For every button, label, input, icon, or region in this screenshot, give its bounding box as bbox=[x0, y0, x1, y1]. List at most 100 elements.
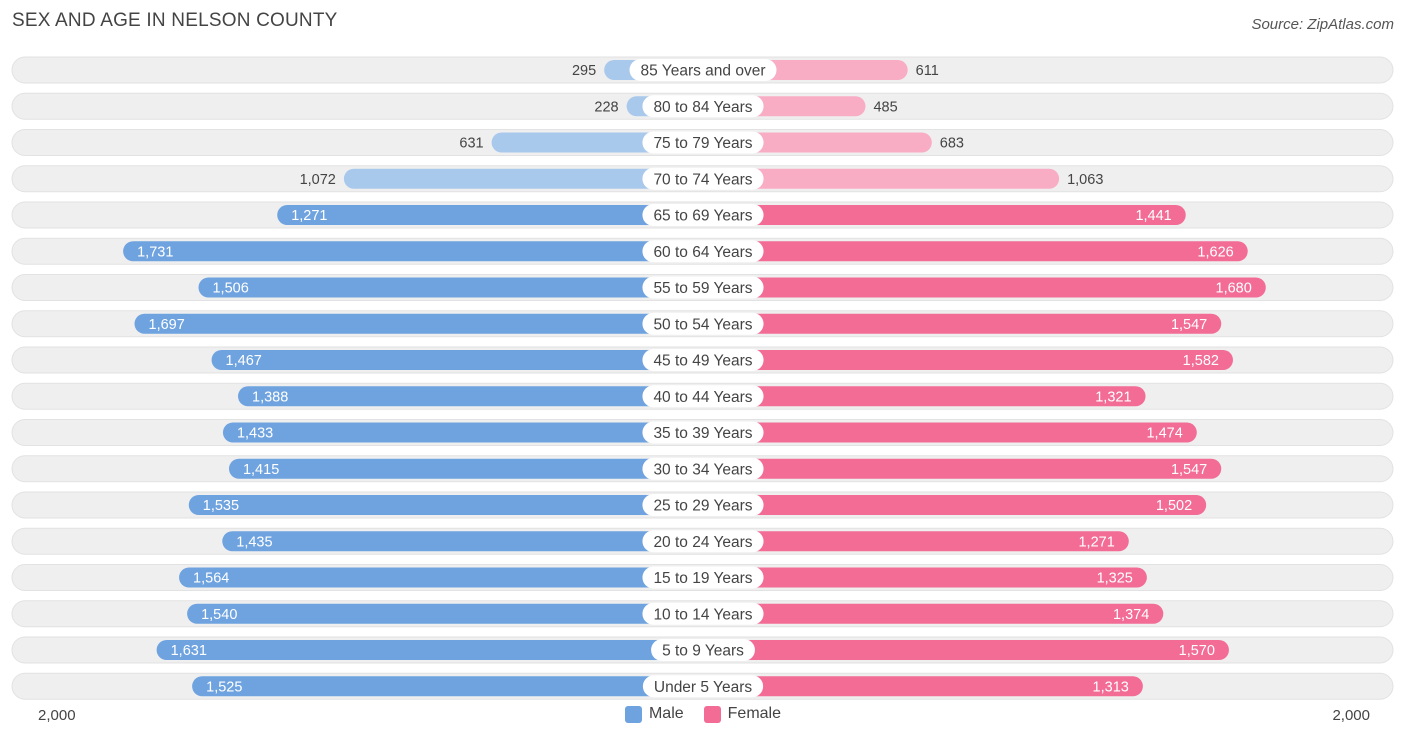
category-label-pill bbox=[642, 131, 764, 154]
male-value-label: 1,564 bbox=[193, 571, 229, 587]
male-bar bbox=[123, 241, 704, 262]
female-value-label: 1,502 bbox=[1156, 498, 1192, 514]
population-pyramid-chart: 85 Years and over 295 611 80 to 84 Years 228… bbox=[11, 56, 1394, 700]
male-value-label: 295 bbox=[572, 63, 596, 79]
category-label-pill bbox=[642, 167, 764, 190]
female-bar bbox=[703, 495, 1207, 515]
female-value-label: 683 bbox=[940, 136, 964, 152]
category-label: 20 to 24 Years bbox=[653, 534, 752, 551]
male-value-label: 1,506 bbox=[212, 281, 248, 297]
category-label-pill bbox=[629, 59, 777, 81]
male-bar bbox=[222, 422, 703, 443]
male-bar bbox=[187, 603, 704, 624]
male-swatch-icon bbox=[624, 705, 642, 723]
category-label-pill bbox=[642, 566, 764, 589]
source-credit: Source: ZipAtlas.com bbox=[1251, 16, 1394, 33]
male-bar bbox=[179, 567, 703, 588]
male-bar bbox=[222, 531, 703, 552]
male-value-label: 1,540 bbox=[201, 607, 237, 623]
male-value-label: 1,072 bbox=[300, 172, 336, 188]
chart-title: SEX AND AGE IN NELSON COUNTY bbox=[12, 10, 338, 31]
category-label: 65 to 69 Years bbox=[653, 208, 752, 225]
female-bar bbox=[703, 277, 1266, 298]
axis-label-right: 2,000 bbox=[1332, 707, 1370, 724]
male-value-label: 1,435 bbox=[236, 534, 272, 550]
female-value-label: 611 bbox=[916, 63, 939, 79]
category-label-pill bbox=[642, 204, 764, 226]
female-value-label: 1,441 bbox=[1135, 208, 1171, 224]
category-label: 60 to 64 Years bbox=[653, 244, 752, 261]
legend-male-label: Male bbox=[648, 705, 684, 722]
female-value-label: 485 bbox=[873, 99, 897, 115]
legend-item-female[interactable]: Female bbox=[703, 705, 782, 723]
male-bar bbox=[156, 640, 704, 660]
axis-label-left: 2,000 bbox=[38, 707, 76, 724]
male-value-label: 1,525 bbox=[206, 679, 242, 695]
category-label: 5 to 9 Years bbox=[662, 643, 744, 660]
female-bar bbox=[703, 458, 1222, 479]
category-label-pill bbox=[642, 276, 764, 299]
male-bar bbox=[198, 277, 704, 298]
male-value-label: 1,467 bbox=[226, 353, 262, 369]
female-value-label: 1,547 bbox=[1171, 317, 1207, 333]
female-value-label: 1,582 bbox=[1183, 353, 1219, 369]
category-label: 40 to 44 Years bbox=[653, 389, 752, 406]
female-bar bbox=[703, 205, 1186, 225]
category-label: 85 Years and over bbox=[641, 63, 766, 80]
category-label-pill bbox=[642, 95, 764, 118]
male-value-label: 1,731 bbox=[137, 244, 173, 260]
legend: Male Female bbox=[0, 705, 1406, 723]
female-value-label: 1,321 bbox=[1095, 389, 1131, 405]
category-label: Under 5 Years bbox=[654, 679, 752, 696]
female-bar bbox=[703, 676, 1143, 697]
category-label: 80 to 84 Years bbox=[653, 99, 752, 116]
category-label-pill bbox=[642, 421, 764, 444]
female-bar bbox=[703, 422, 1197, 443]
category-label: 70 to 74 Years bbox=[653, 171, 752, 188]
male-value-label: 1,631 bbox=[171, 643, 207, 659]
female-value-label: 1,313 bbox=[1093, 679, 1129, 695]
female-bar bbox=[703, 386, 1146, 407]
legend-female-label: Female bbox=[727, 705, 782, 722]
category-label-pill bbox=[642, 494, 764, 516]
female-bar bbox=[703, 603, 1164, 624]
female-bar bbox=[703, 241, 1248, 262]
category-label-pill bbox=[642, 675, 764, 698]
male-bar bbox=[343, 168, 703, 189]
category-label-pill bbox=[642, 312, 764, 335]
female-value-label: 1,271 bbox=[1078, 534, 1114, 550]
male-value-label: 1,697 bbox=[149, 317, 185, 333]
category-label-pill bbox=[642, 602, 764, 625]
male-value-label: 1,271 bbox=[291, 208, 327, 224]
category-label-pill bbox=[642, 240, 764, 263]
female-value-label: 1,547 bbox=[1171, 462, 1207, 478]
category-label-pill bbox=[642, 457, 764, 480]
category-label: 25 to 29 Years bbox=[653, 498, 752, 515]
female-bar bbox=[703, 640, 1229, 660]
male-value-label: 1,388 bbox=[252, 389, 288, 405]
category-label: 15 to 19 Years bbox=[653, 570, 752, 587]
female-value-label: 1,325 bbox=[1097, 571, 1133, 587]
female-value-label: 1,570 bbox=[1179, 643, 1215, 659]
female-bar bbox=[703, 567, 1147, 588]
male-bar bbox=[192, 676, 703, 697]
male-bar bbox=[228, 458, 703, 479]
legend-item-male[interactable]: Male bbox=[624, 705, 684, 723]
female-bar bbox=[703, 168, 1060, 189]
category-label: 55 to 59 Years bbox=[653, 280, 752, 297]
male-bar bbox=[238, 386, 703, 407]
male-bar bbox=[188, 495, 703, 515]
male-bar bbox=[134, 313, 703, 334]
male-value-label: 228 bbox=[594, 99, 618, 115]
category-label: 75 to 79 Years bbox=[653, 135, 752, 152]
female-value-label: 1,063 bbox=[1067, 172, 1103, 188]
category-label-pill bbox=[651, 639, 755, 661]
female-bar bbox=[703, 350, 1233, 370]
male-value-label: 1,415 bbox=[243, 462, 279, 478]
category-label: 50 to 54 Years bbox=[653, 316, 752, 333]
male-value-label: 631 bbox=[459, 136, 483, 152]
category-label-pill bbox=[642, 349, 764, 371]
female-value-label: 1,626 bbox=[1197, 244, 1233, 260]
category-label: 35 to 39 Years bbox=[653, 425, 752, 442]
male-bar bbox=[277, 205, 703, 225]
